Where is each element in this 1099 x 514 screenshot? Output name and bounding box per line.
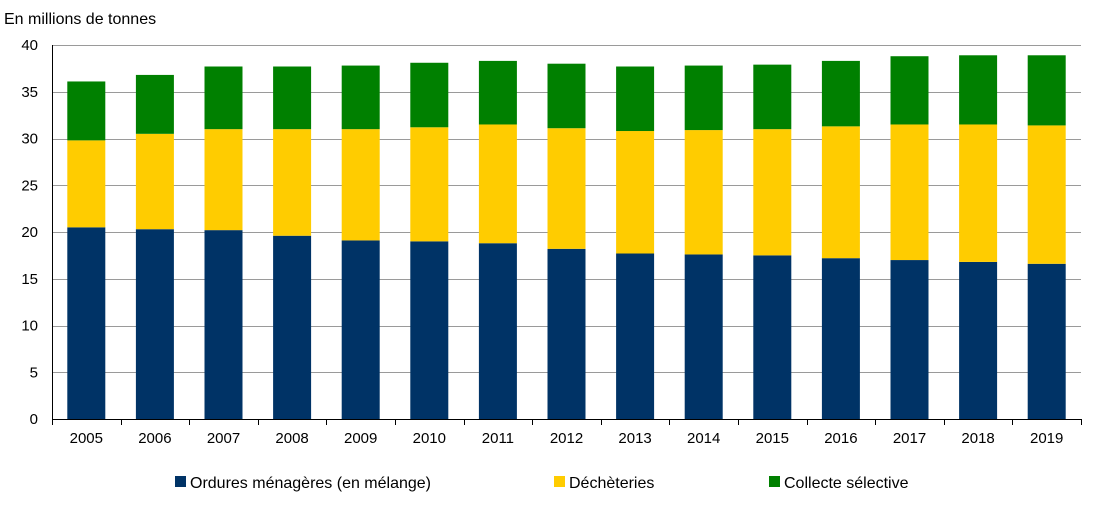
axes-group: 0 5 10 15 20 25 30 35 40 2005 2006 2007 2008 2009 2010…: [21, 37, 1082, 447]
legend-item-2: Déchèteries: [554, 475, 654, 492]
bar-2011-series-3: [478, 60, 517, 125]
bar-2018-series-1: [959, 261, 998, 419]
bar-2008-series-1: [273, 235, 312, 419]
bar-2016-series-1: [821, 258, 860, 419]
legend-label: Collecte sélective: [784, 475, 909, 492]
y-tick-label: 20: [21, 224, 38, 241]
bar-2005-series-3: [67, 81, 106, 141]
bar-2010-series-2: [410, 127, 449, 242]
legend-swatch: [175, 476, 186, 487]
bar-2012-series-1: [547, 248, 586, 419]
bar-2007-series-2: [204, 129, 243, 231]
bar-2005-series-1: [67, 227, 106, 419]
bar-2013-series-2: [616, 131, 655, 254]
bar-2006-series-3: [135, 74, 174, 134]
x-tick-label: 2007: [207, 430, 240, 447]
bar-2010-series-1: [410, 241, 449, 419]
y-tick-label: 15: [21, 271, 38, 288]
x-tick-label: 2014: [687, 430, 720, 447]
bar-2016-series-2: [821, 126, 860, 259]
legend-swatch: [769, 476, 780, 487]
unit-label: En millions de tonnes: [4, 11, 156, 28]
bar-2009-series-1: [341, 240, 380, 419]
bar-2007-series-1: [204, 230, 243, 419]
x-tick-label: 2008: [275, 430, 308, 447]
bar-2015-series-3: [753, 64, 792, 130]
y-tick-label: 0: [30, 411, 38, 428]
bar-2018-series-3: [959, 55, 998, 125]
bar-2014-series-1: [684, 254, 723, 419]
bar-2006-series-2: [135, 133, 174, 230]
bars-group: [67, 55, 1066, 419]
bar-2015-series-2: [753, 129, 792, 256]
y-tick-label: 40: [21, 37, 38, 54]
y-tick-label: 5: [30, 364, 38, 381]
x-tick-label: 2017: [893, 430, 926, 447]
x-tick-label: 2019: [1030, 430, 1063, 447]
bar-2008-series-3: [273, 66, 312, 130]
bar-2017-series-3: [890, 56, 929, 125]
legend-item-3: Collecte sélective: [769, 475, 909, 492]
bar-2010-series-3: [410, 62, 449, 128]
x-tick-label: 2006: [138, 430, 171, 447]
bar-2009-series-2: [341, 129, 380, 241]
x-tick-label: 2011: [482, 430, 514, 447]
bar-2014-series-3: [684, 65, 723, 131]
legend-swatch: [554, 476, 565, 487]
bar-2009-series-3: [341, 65, 380, 130]
bar-2012-series-3: [547, 63, 586, 129]
legend-item-1: Ordures ménagères (en mélange): [175, 475, 431, 492]
legend: Ordures ménagères (en mélange) Déchèterie…: [175, 475, 909, 492]
x-tick-label: 2010: [413, 430, 446, 447]
bar-2007-series-3: [204, 66, 243, 130]
x-tick-label: 2015: [756, 430, 789, 447]
x-tick-label: 2012: [550, 430, 583, 447]
x-tick-label: 2009: [344, 430, 377, 447]
bar-2011-series-1: [478, 243, 517, 419]
bar-2017-series-1: [890, 260, 929, 419]
bar-2006-series-1: [135, 229, 174, 419]
bar-2015-series-1: [753, 255, 792, 419]
bar-2005-series-2: [67, 140, 106, 228]
x-tick-label: 2005: [70, 430, 103, 447]
bar-2019-series-2: [1027, 125, 1066, 264]
bar-2016-series-3: [821, 60, 860, 127]
legend-label: Déchèteries: [569, 475, 654, 492]
y-tick-label: 25: [21, 177, 38, 194]
y-tick-label: 30: [21, 131, 38, 148]
x-tick-label: 2013: [618, 430, 651, 447]
bar-2013-series-1: [616, 253, 655, 419]
bar-2019-series-3: [1027, 55, 1066, 126]
bar-2012-series-2: [547, 128, 586, 249]
bar-2018-series-2: [959, 124, 998, 262]
legend-label: Ordures ménagères (en mélange): [190, 475, 431, 492]
y-tick-label: 10: [21, 318, 38, 335]
bar-2008-series-2: [273, 129, 312, 236]
bar-2017-series-2: [890, 124, 929, 261]
y-tick-label: 35: [21, 84, 38, 101]
bar-2011-series-2: [478, 124, 517, 244]
x-tick-label: 2016: [824, 430, 857, 447]
bar-2014-series-2: [684, 130, 723, 255]
bar-2013-series-3: [616, 66, 655, 132]
x-tick-label: 2018: [961, 430, 994, 447]
bar-2019-series-1: [1027, 263, 1066, 419]
